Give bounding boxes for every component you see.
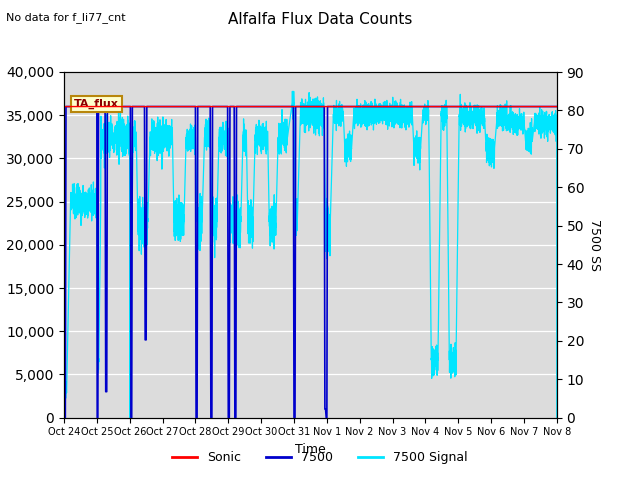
Legend: Sonic, 7500, 7500 Signal: Sonic, 7500, 7500 Signal — [167, 446, 473, 469]
Text: Alfalfa Flux Data Counts: Alfalfa Flux Data Counts — [228, 12, 412, 27]
X-axis label: Time: Time — [295, 443, 326, 456]
Text: No data for f_li77_cnt: No data for f_li77_cnt — [6, 12, 126, 23]
Y-axis label: 7500 SS: 7500 SS — [588, 219, 601, 271]
Text: TA_flux: TA_flux — [74, 98, 119, 109]
